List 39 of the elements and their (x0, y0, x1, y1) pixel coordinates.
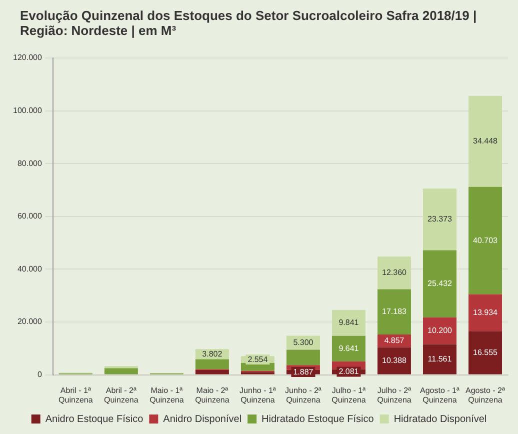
x-tick-label: Abril - 2ª Quinzena (104, 386, 139, 404)
data-label: 9.641 (338, 344, 360, 353)
data-label: 13.934 (473, 308, 498, 317)
data-label: 9.841 (338, 318, 360, 328)
data-label: 10.388 (382, 356, 408, 366)
data-label: 4.857 (384, 336, 405, 346)
y-tick-label: 60.000 (17, 212, 42, 221)
x-tick-label: Agosto - 2ª Quinzena (466, 386, 505, 404)
data-label: 2.554 (248, 354, 268, 364)
legend-label: Anidro Disponível (163, 414, 242, 425)
legend-label: Anidro Estoque Físico (45, 414, 144, 425)
data-label: 5.300 (293, 338, 314, 347)
x-tick-label: Maio - 1ª Quinzena (150, 386, 184, 404)
y-tick-label: 80.000 (17, 158, 42, 168)
x-tick-label: Junho - 1ª Quinzena (240, 386, 276, 404)
x-tick-label: Agosto - 1ª Quinzena (420, 386, 460, 404)
data-label: 3.802 (202, 349, 223, 358)
x-tick-label: Julho - 2ª Quinzena (377, 386, 412, 404)
data-label: 23.373 (428, 214, 453, 224)
data-label: 12.360 (382, 268, 408, 278)
x-tick-label: Maio - 2ª Quinzena (195, 386, 230, 404)
y-tick-label: 100.000 (12, 106, 42, 116)
data-label: 34.448 (473, 136, 498, 146)
data-label: 10.200 (428, 326, 453, 336)
y-tick-label: 0 (37, 370, 42, 380)
legend-label: Hidratado Estoque Físico (262, 414, 374, 425)
x-tick-label: Junho - 2ª Quinzena (285, 386, 322, 404)
data-label: 40.703 (473, 236, 498, 245)
x-tick-label: Julho - 1ª Quinzena (332, 386, 366, 404)
data-label: 16.555 (473, 348, 498, 357)
legend-label: Hidratado Disponível (394, 414, 487, 425)
data-label: 17.183 (382, 307, 408, 316)
data-label: 11.561 (428, 354, 452, 364)
y-tick-label: 120.000 (12, 53, 42, 62)
data-label: 25.432 (428, 278, 453, 288)
chart-title: Evolução Quinzenal dos Estoques do Setor Sucroalcoleiro Safra 2018/19 | Região: Nordeste | em M³ (20, 8, 478, 38)
x-tick-label: Abril - 1ª Quinzena (58, 386, 94, 404)
y-tick-label: 20.000 (17, 317, 42, 326)
y-tick-label: 40.000 (17, 264, 42, 274)
